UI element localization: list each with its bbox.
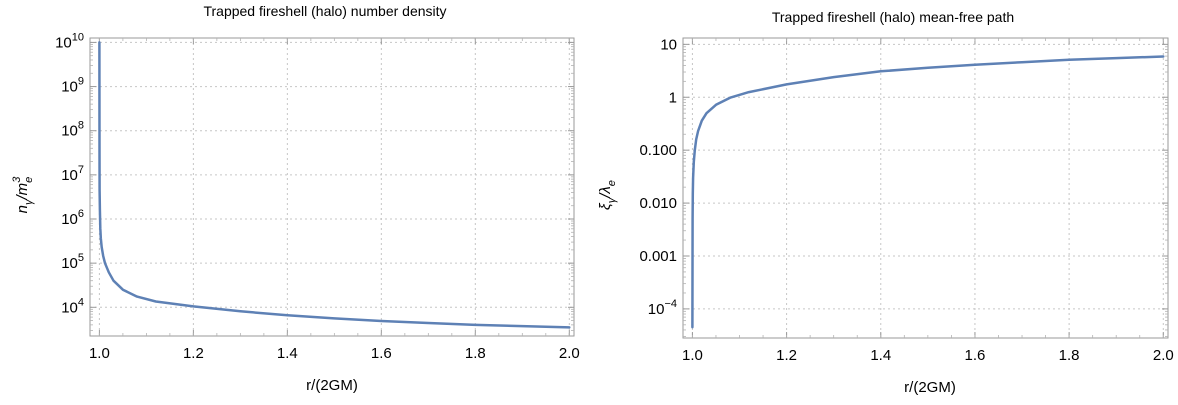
x-tick-label: 2.0 [559, 345, 580, 362]
series-line [691, 55, 1165, 329]
x-tick-label: 2.0 [1153, 347, 1174, 364]
y-tick-label: 109 [61, 76, 84, 96]
x-tick-label: 1.0 [682, 347, 703, 364]
plot-frame [682, 37, 1169, 339]
chart-left: Trapped fireshell (halo) number density … [11, 3, 580, 394]
x-tick-label: 1.2 [776, 347, 797, 364]
x-tick-label: 1.4 [870, 347, 891, 364]
x-tick-label: 1.4 [277, 345, 298, 362]
y-axis-label: ξγ/λe [597, 180, 618, 210]
x-tick-label: 1.6 [371, 345, 392, 362]
y-tick-label: 1 [669, 89, 677, 106]
tick-layer: 1.0 1.2 1.4 1.6 1.8 2.0 10−4 0.001 0.010 0.100 1 10 [639, 36, 1173, 364]
series-layer [691, 55, 1165, 329]
x-tick-label: 1.8 [1059, 347, 1080, 364]
y-axis-label: nγ/me3 [11, 176, 35, 214]
chart-right-svg: Trapped fireshell (halo) mean-free path … [597, 9, 1174, 396]
series-layer [98, 41, 571, 329]
chart-title: Trapped fireshell (halo) mean-free path [772, 9, 1014, 25]
chart-right: Trapped fireshell (halo) mean-free path … [590, 0, 1178, 405]
chart-title: Trapped fireshell (halo) number density [203, 3, 446, 19]
y-tick-label: 106 [61, 208, 84, 228]
series-line [98, 41, 571, 329]
y-tick-label: 1010 [55, 31, 84, 51]
y-tick-label: 10 [660, 36, 677, 53]
chart-left-svg: Trapped fireshell (halo) number density … [11, 3, 580, 394]
plot-frame [89, 37, 575, 337]
y-tick-label: 0.010 [639, 195, 677, 212]
grid-layer [683, 38, 1168, 338]
y-tick-label: 0.001 [639, 248, 677, 265]
y-tick-label: 104 [61, 296, 84, 316]
tick-layer: 1.0 1.2 1.4 1.6 1.8 2.0 104 105 106 107 108 109 1010 [55, 31, 580, 362]
x-tick-label: 1.8 [465, 345, 486, 362]
x-tick-label: 1.2 [183, 345, 204, 362]
x-tick-label: 1.6 [965, 347, 986, 364]
y-tick-label: 10−4 [648, 298, 677, 318]
x-tick-label: 1.0 [89, 345, 110, 362]
y-tick-label: 105 [61, 252, 84, 272]
y-tick-label: 107 [61, 164, 84, 184]
y-tick-label: 108 [61, 120, 84, 140]
grid-layer [90, 38, 574, 336]
x-axis-label: r/(2GM) [904, 379, 956, 396]
x-axis-label: r/(2GM) [306, 377, 358, 394]
y-tick-label: 0.100 [639, 142, 677, 159]
